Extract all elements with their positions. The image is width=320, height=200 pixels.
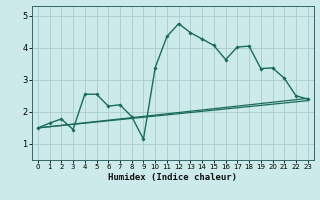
X-axis label: Humidex (Indice chaleur): Humidex (Indice chaleur) bbox=[108, 173, 237, 182]
